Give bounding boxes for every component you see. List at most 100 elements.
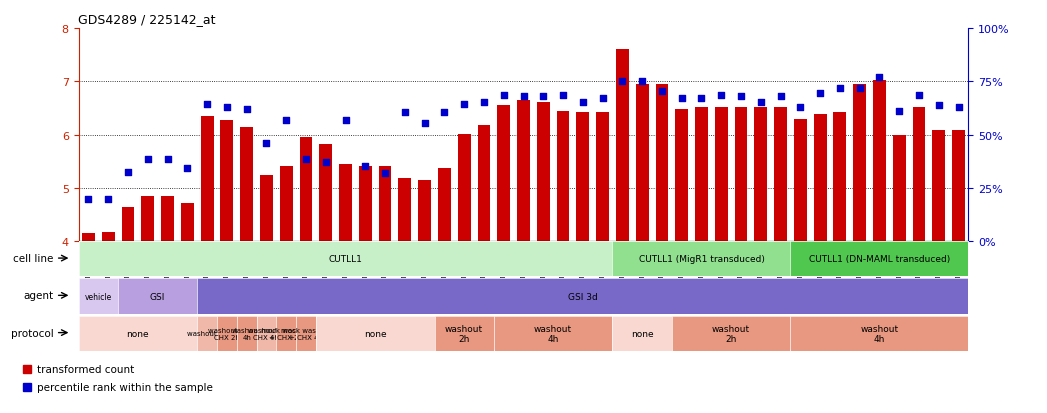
Bar <box>240 127 253 242</box>
Text: washout 2h: washout 2h <box>186 330 227 337</box>
Point <box>951 104 967 111</box>
Bar <box>695 108 708 242</box>
Text: GDS4289 / 225142_at: GDS4289 / 225142_at <box>77 13 215 26</box>
Bar <box>121 207 134 242</box>
Text: mock washout
+ CHX 4h: mock washout + CHX 4h <box>281 327 332 340</box>
Bar <box>102 232 114 242</box>
Bar <box>379 166 392 242</box>
Bar <box>260 175 273 242</box>
Text: none: none <box>364 329 386 338</box>
Text: none: none <box>127 329 149 338</box>
Point <box>119 169 136 176</box>
Point <box>555 92 572 99</box>
Bar <box>319 145 332 242</box>
Point <box>99 196 116 202</box>
Bar <box>399 179 411 242</box>
Point <box>693 96 710 102</box>
Text: CUTLL1 (DN-MAML transduced): CUTLL1 (DN-MAML transduced) <box>809 255 950 263</box>
Bar <box>735 108 748 242</box>
Point <box>277 117 294 123</box>
Point <box>753 99 770 106</box>
Point <box>377 170 394 177</box>
Text: washout +
CHX 4h: washout + CHX 4h <box>247 327 285 340</box>
Bar <box>952 131 965 242</box>
Point <box>179 165 196 171</box>
Bar <box>933 131 945 242</box>
Point <box>139 156 156 162</box>
Point <box>911 92 928 99</box>
Bar <box>774 108 787 242</box>
Bar <box>893 135 906 242</box>
Point <box>258 140 274 147</box>
Point <box>773 94 789 100</box>
Bar <box>497 106 510 242</box>
Bar <box>715 108 728 242</box>
Text: transformed count: transformed count <box>37 364 134 374</box>
Bar <box>359 166 372 242</box>
Point <box>199 101 216 108</box>
Text: GSI: GSI <box>150 292 165 301</box>
Point <box>317 159 334 166</box>
Text: washout
2h: washout 2h <box>712 324 751 343</box>
Bar <box>280 166 292 242</box>
Bar <box>814 115 826 242</box>
Point <box>159 156 176 162</box>
Text: mock washout
+ CHX 2h: mock washout + CHX 2h <box>261 327 312 340</box>
Text: cell line: cell line <box>14 254 53 263</box>
Bar <box>794 119 807 242</box>
Point <box>515 94 532 100</box>
Point <box>495 92 512 99</box>
Bar <box>596 113 609 242</box>
Text: washout
4h: washout 4h <box>534 324 573 343</box>
Point <box>455 101 472 108</box>
Bar <box>675 110 688 242</box>
Point <box>733 94 750 100</box>
Point <box>417 120 433 127</box>
Text: GSI 3d: GSI 3d <box>567 292 598 301</box>
Point <box>397 109 414 116</box>
Bar <box>655 85 668 242</box>
Point <box>436 109 452 116</box>
Text: vehicle: vehicle <box>85 292 112 301</box>
Point <box>792 104 808 111</box>
Bar <box>438 168 451 242</box>
Text: agent: agent <box>23 291 53 301</box>
Bar <box>577 113 589 242</box>
Point <box>80 196 96 202</box>
Point <box>851 85 868 92</box>
Text: CUTLL1: CUTLL1 <box>329 255 362 263</box>
Bar <box>221 120 233 242</box>
Bar <box>517 101 530 242</box>
Point <box>297 156 314 162</box>
Point <box>673 96 690 102</box>
Bar <box>833 113 846 242</box>
Bar <box>181 203 194 242</box>
Bar <box>873 81 886 242</box>
Bar <box>557 112 570 242</box>
Bar <box>418 180 431 242</box>
Bar <box>339 164 352 242</box>
Point <box>871 74 888 81</box>
Bar <box>537 102 550 242</box>
Bar <box>201 116 214 242</box>
Text: washout
2h: washout 2h <box>445 324 484 343</box>
Text: none: none <box>631 329 653 338</box>
Point <box>614 79 630 85</box>
Point <box>713 92 730 99</box>
Text: washout +
CHX 2h: washout + CHX 2h <box>208 327 246 340</box>
Text: washout
4h: washout 4h <box>861 324 898 343</box>
Text: percentile rank within the sample: percentile rank within the sample <box>37 382 213 392</box>
Bar <box>913 108 926 242</box>
Text: protocol: protocol <box>10 328 53 338</box>
Bar <box>853 85 866 242</box>
Point <box>811 90 828 97</box>
Bar <box>82 234 95 242</box>
Point <box>475 99 492 106</box>
Point <box>633 79 650 85</box>
Bar <box>477 126 490 242</box>
Point <box>239 107 255 113</box>
Point <box>575 99 592 106</box>
Bar <box>755 108 767 242</box>
Bar <box>616 50 629 242</box>
Point <box>831 85 848 92</box>
